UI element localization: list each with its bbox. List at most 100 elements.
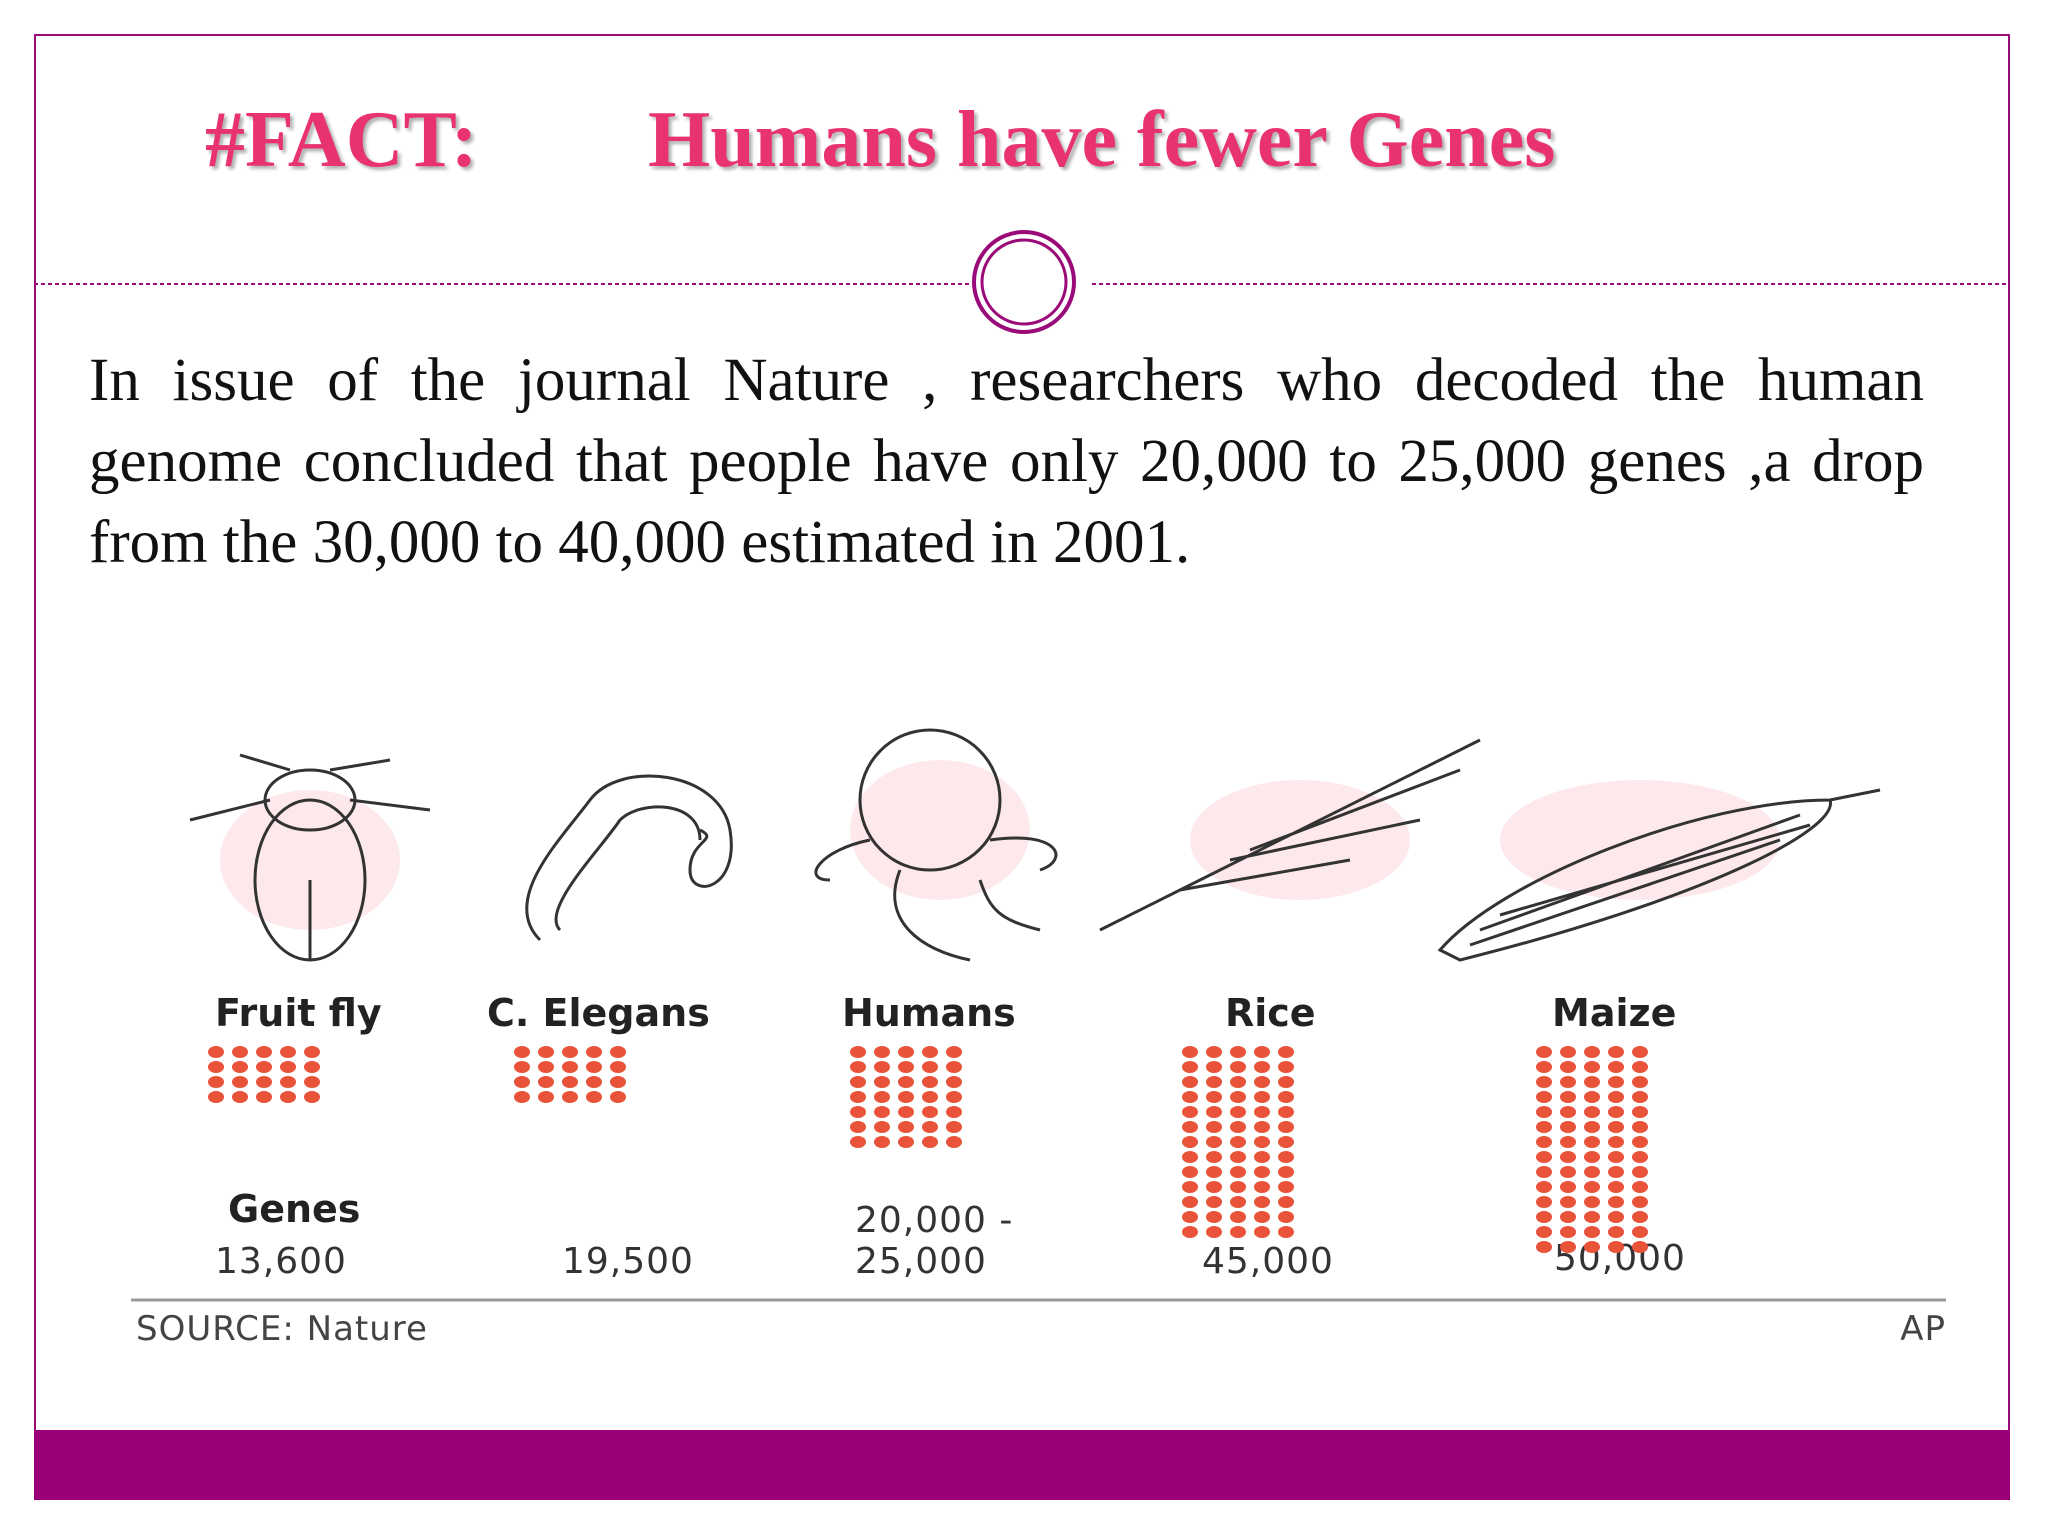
gene-dot [1254, 1211, 1270, 1223]
gene-dot [1206, 1196, 1222, 1208]
gene-dot [1278, 1091, 1294, 1103]
gene-dot [1608, 1241, 1624, 1253]
gene-dot [514, 1076, 530, 1088]
gene-dot [874, 1106, 890, 1118]
gene-dot [1608, 1106, 1624, 1118]
gene-dot [1584, 1211, 1600, 1223]
gene-dot [280, 1061, 296, 1073]
gene-dot [1584, 1226, 1600, 1238]
gene-dot [946, 1061, 962, 1073]
gene-dot [280, 1076, 296, 1088]
gene-dot [1632, 1136, 1648, 1148]
gene-dot [1536, 1061, 1552, 1073]
title-tag: #FACT: [205, 96, 478, 184]
gene-dot [1584, 1061, 1600, 1073]
gene-dot [1608, 1166, 1624, 1178]
gene-dot [586, 1091, 602, 1103]
gene-dot [1230, 1076, 1246, 1088]
footer-bar [34, 1430, 2010, 1500]
gene-dot [1536, 1121, 1552, 1133]
gene-dot [538, 1046, 554, 1058]
gene-dot [280, 1046, 296, 1058]
gene-dot [1608, 1046, 1624, 1058]
gene-dot [946, 1106, 962, 1118]
gene-dot [1608, 1151, 1624, 1163]
gene-dot [1584, 1121, 1600, 1133]
gene-dot [304, 1046, 320, 1058]
gene-dot [922, 1091, 938, 1103]
organism-name: Fruit fly [215, 991, 382, 1035]
gene-dot [208, 1046, 224, 1058]
gene-dot [1584, 1136, 1600, 1148]
gene-dot [586, 1076, 602, 1088]
gene-dot [1632, 1121, 1648, 1133]
gene-dot [1584, 1046, 1600, 1058]
gene-count: 13,600 [215, 1241, 347, 1282]
gene-dot [1278, 1136, 1294, 1148]
gene-dot [1632, 1151, 1648, 1163]
gene-dot [1206, 1211, 1222, 1223]
gene-dot [1182, 1121, 1198, 1133]
divider-ornament [972, 230, 1076, 334]
gene-dot [304, 1076, 320, 1088]
gene-dot [850, 1091, 866, 1103]
gene-dot [514, 1091, 530, 1103]
gene-dot [1230, 1181, 1246, 1193]
gene-dot [1254, 1061, 1270, 1073]
gene-dot [1230, 1061, 1246, 1073]
gene-dot [874, 1046, 890, 1058]
gene-dot [1182, 1151, 1198, 1163]
gene-dot [1206, 1226, 1222, 1238]
gene-dot [1560, 1211, 1576, 1223]
gene-dot [1254, 1226, 1270, 1238]
gene-dot [208, 1076, 224, 1088]
gene-dot [946, 1136, 962, 1148]
gene-dot [1536, 1076, 1552, 1088]
gene-dot [1230, 1226, 1246, 1238]
gene-dot [946, 1046, 962, 1058]
gene-dot [1182, 1196, 1198, 1208]
gene-dot [1278, 1196, 1294, 1208]
gene-dot [1278, 1226, 1294, 1238]
gene-dot [1230, 1106, 1246, 1118]
organism-name: C. Elegans [487, 991, 710, 1035]
gene-dot [1608, 1121, 1624, 1133]
gene-dot [1560, 1061, 1576, 1073]
organism-name: Rice [1225, 991, 1316, 1035]
gene-dot [514, 1046, 530, 1058]
gene-dot [1254, 1166, 1270, 1178]
gene-dot [1182, 1061, 1198, 1073]
gene-dot [946, 1091, 962, 1103]
source: SOURCE: Nature [136, 1309, 428, 1349]
divider-ornament [980, 238, 1068, 326]
gene-dot [946, 1076, 962, 1088]
gene-dot [1560, 1091, 1576, 1103]
organism-name: Maize [1552, 991, 1676, 1035]
gene-dot [1230, 1091, 1246, 1103]
gene-dot [538, 1061, 554, 1073]
gene-dot [1182, 1166, 1198, 1178]
gene-dot [922, 1061, 938, 1073]
gene-dot [1584, 1091, 1600, 1103]
gene-dot [232, 1061, 248, 1073]
body-text: In issue of the journal Nature , researc… [89, 347, 1924, 576]
gene-dot [1182, 1211, 1198, 1223]
gene-dot [1278, 1151, 1294, 1163]
gene-dot [304, 1061, 320, 1073]
gene-dot [898, 1061, 914, 1073]
gene-dot [1182, 1106, 1198, 1118]
gene-dot [1230, 1166, 1246, 1178]
gene-dot [1560, 1136, 1576, 1148]
gene-dot [1536, 1196, 1552, 1208]
gene-dot [850, 1046, 866, 1058]
gene-dot [1254, 1076, 1270, 1088]
gene-dot [1536, 1181, 1552, 1193]
gene-dot [1206, 1061, 1222, 1073]
gene-dot [1560, 1121, 1576, 1133]
gene-dot [874, 1091, 890, 1103]
gene-dot [1182, 1136, 1198, 1148]
gene-dot [1560, 1181, 1576, 1193]
gene-dot [538, 1091, 554, 1103]
gene-dot [610, 1061, 626, 1073]
gene-dot [946, 1121, 962, 1133]
